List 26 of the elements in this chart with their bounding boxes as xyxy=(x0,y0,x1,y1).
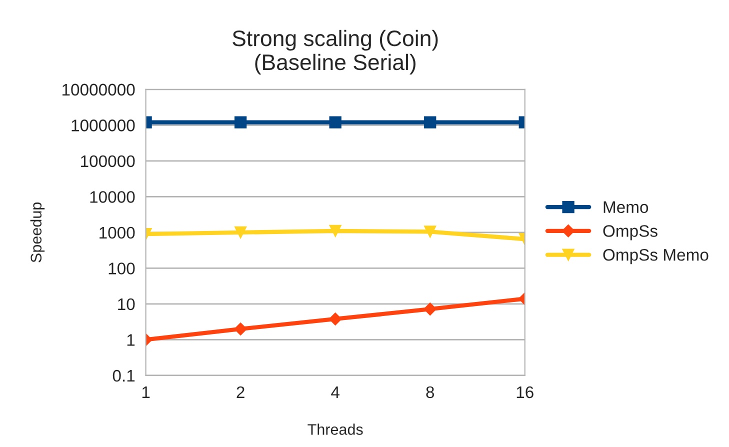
point xyxy=(234,116,247,128)
y-tick-label: 10000 xyxy=(90,191,135,203)
chart-title: Strong scaling (Coin) (Baseline Serial) xyxy=(232,30,438,75)
y-tick-label: 1000 xyxy=(100,226,135,239)
y-tick-label: 1000000 xyxy=(72,120,135,132)
x-tick-label: 4 xyxy=(331,386,340,398)
point xyxy=(329,116,342,128)
point xyxy=(328,312,342,326)
y-tick-label: 0.1 xyxy=(112,370,135,382)
x-tick-label: 1 xyxy=(142,386,150,398)
x-tick-label: 2 xyxy=(236,386,244,398)
legend-label: OmpSs xyxy=(603,225,658,240)
point xyxy=(234,322,247,336)
y-tick-label: 10000000 xyxy=(62,84,135,96)
y-tick-label: 100 xyxy=(108,262,135,274)
y-tick-label: 1 xyxy=(127,334,135,346)
y-tick-label: 100000 xyxy=(81,155,135,168)
x-tick-label: 8 xyxy=(426,386,434,398)
point xyxy=(329,224,342,238)
y-axis-title: Speedup xyxy=(30,202,45,262)
x-axis-title: Threads xyxy=(308,424,363,435)
legend-label: Memo xyxy=(604,201,648,214)
y-tick-label: 10 xyxy=(118,298,135,310)
point xyxy=(234,226,247,239)
x-tick-label: 16 xyxy=(516,386,534,398)
legend-label: OmpSs Memo xyxy=(603,248,708,264)
